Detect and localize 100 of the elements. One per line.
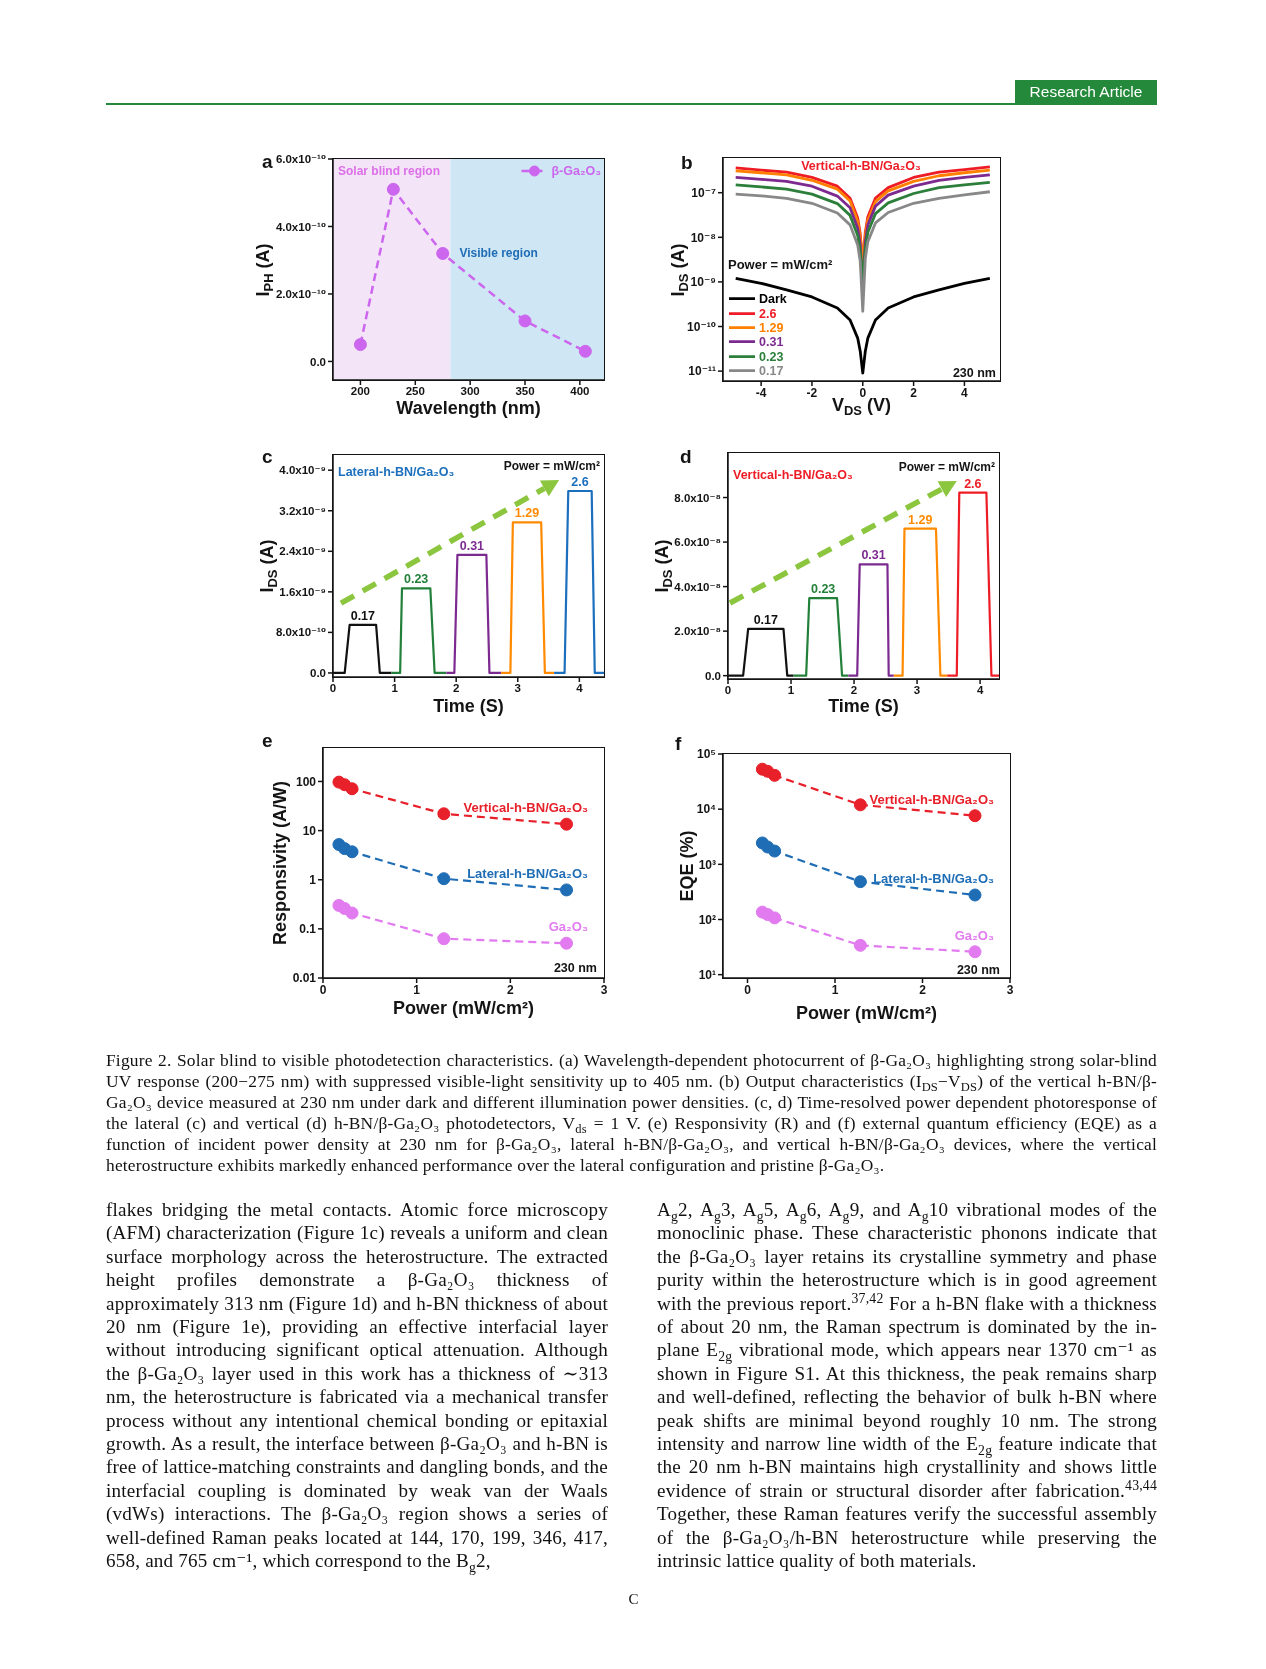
legend-label: β-Ga₂O₃ (551, 164, 601, 178)
y-tick-label: 10⁻⁹ (690, 275, 716, 290)
point (853, 875, 867, 889)
chart-subtitle: Vertical-h-BN/Ga₂O₃ (801, 158, 921, 174)
x-tick-label: -2 (806, 385, 818, 400)
point (437, 932, 451, 946)
point (345, 782, 359, 796)
point (853, 938, 867, 952)
band-label: Solar blind region (338, 164, 441, 180)
legend-title: Power = mW/cm² (728, 256, 833, 272)
series-label: 0.17 (350, 608, 376, 623)
series-label: 2.6 (571, 474, 589, 490)
point (968, 945, 982, 959)
y-tick-label: 2.0x10⁻¹⁰ (275, 288, 326, 301)
y-tick-label: 10⁻⁷ (691, 185, 717, 200)
y-tick-label: 10⁵ (697, 747, 716, 762)
x-tick-label: 0 (319, 982, 327, 997)
x-tick-label: 0 (744, 982, 752, 997)
point (560, 883, 574, 897)
series-label: 0.23 (810, 581, 836, 597)
x-tick-label: 0 (724, 684, 732, 697)
annotation: 230 nm (956, 962, 1000, 978)
y-tick-label: 0.1 (299, 922, 317, 937)
y-tick-label: 1 (309, 873, 317, 887)
text: Figure 2. Solar blind to visible photodetection characteristics. (a) Wavelength-dependent photocurrent of β-Ga₂O₃ highlighting strong solar-blind UV response (200−275 nm) with suppressed visible-light sensitivity up to 405 nm. (b) Output characteristics (I$_{DS}$−V$_{DS}$) of the vertical h-BN/β-Ga₂O₃ device measured at 230 nm under dark and different illumination power densities. (c, d) Time-resolved power dependent photoresponse of the lateral (c) and vertical (d) h-BN/β-Ga₂O₃ photodetectors, V$_{ds}$ = 1 V. (e) Responsivity (R) and (f) external quantum efficiency (EQE) as a function of incident power density at 230 nm for β-Ga₂O₃, lateral h-BN/β-Ga₂O₃, and vertical h-BN/β-Ga₂O₃ devices, where the vertical heterostructure exhibits markedly enhanced performance over the lateral configuration and pristine β-Ga₂O₃. (106, 1050, 1157, 1175)
point (968, 809, 982, 823)
series-label: Ga₂O₃ (954, 927, 994, 944)
y-tick-label: 10 (302, 823, 317, 838)
series-label: 2.6 (964, 476, 982, 491)
band-label: Visible region (459, 246, 538, 261)
y-tick-label: 10⁻⁸ (690, 230, 716, 245)
x-tick-label: 3 (514, 682, 521, 695)
x-tick-label: 2 (919, 982, 927, 997)
chart-title: a (262, 151, 273, 173)
series-label: Ga₂O₃ (548, 918, 588, 935)
x-tick-label: 2 (850, 684, 858, 697)
series-label: Lateral-h-BN/Ga₂O₃ (873, 870, 994, 887)
x-axis-title: Time (S) (828, 695, 899, 717)
chart-title: f (675, 733, 682, 755)
legend-label: Dark (759, 291, 787, 306)
annotation: 230 nm (553, 960, 597, 976)
x-tick-label: 3 (913, 684, 921, 697)
y-tick-label: 3.2x10⁻⁹ (279, 504, 326, 517)
legend-label: 0.23 (759, 349, 784, 364)
point (345, 845, 359, 859)
y-tick-label: 2.4x10⁻⁹ (279, 545, 326, 558)
y-tick-label: 0.0 (705, 669, 721, 682)
x-tick-label: 1 (391, 682, 399, 695)
legend-label: 2.6 (759, 306, 777, 321)
series-label: 0.17 (753, 612, 778, 628)
x-tick-label: 1 (831, 982, 839, 997)
chart-title: c (262, 446, 273, 468)
x-tick-label: 250 (405, 385, 425, 398)
point (560, 817, 574, 831)
series-label: Vertical-h-BN/Ga₂O₃ (463, 799, 588, 816)
point (853, 798, 867, 812)
x-tick-label: 1 (413, 982, 421, 997)
x-tick-label: 3 (600, 982, 608, 997)
series-label: 1.29 (514, 506, 540, 521)
annotation: 230 nm (952, 365, 996, 381)
text: C (628, 1591, 639, 1609)
y-tick-label: 10⁻¹⁰ (687, 319, 716, 334)
y-tick-label: 4.0x10⁻¹⁰ (275, 220, 326, 233)
x-tick-label: 350 (515, 385, 535, 398)
series-label: 1.29 (908, 512, 933, 527)
text: Lateral-h-BN/Ga₂O₃ (338, 464, 455, 480)
y-tick-label: 10¹ (698, 967, 716, 982)
series-label: 0.31 (459, 538, 485, 554)
y-tick-label: 0.01 (292, 971, 317, 986)
x-tick-label: 4 (976, 684, 984, 697)
series-label: Vertical-h-BN/Ga₂O₃ (869, 791, 994, 808)
point (768, 768, 782, 782)
x-tick-label: 300 (460, 385, 480, 398)
x-axis-title: Power (mW/cm²) (795, 1002, 938, 1024)
point (437, 872, 451, 886)
point (968, 888, 982, 902)
text: flakes bridging the metal contacts. Atomic force microscopy (AFM) characterization (Figure 1c) reveals a uniform and clean surface morphology across the heterostructure. The extracted height profiles demonstrate a β-Ga₂O₃ thickness of approximately 313 nm (Figure 1d) and h-BN thickness of about 20 nm (Figure 1e), providing an effective interfacial layer without introducing significant optical attenuation. Although the β-Ga₂O₃ layer used in this work has a thickness of ∼313 nm, the heterostructure is fabricated via a mechanical transfer process without any intentional chemical bonding or epitaxial growth. As a result, the interface between β-Ga₂O₃ and h-BN is free of lattice-matching constraints and dangling bonds, and the interfacial coupling is dominated by weak van der Waals (vdWs) interactions. The β-Ga₂O₃ region shows a series of well-defined Raman peaks located at 144, 170, 199, 346, 417, 658, and 765 cm⁻¹, which correspond to the B$_{g}$2, (106, 1199, 608, 1575)
x-tick-label: 2 (506, 982, 514, 997)
y-tick-label: 0.0 (310, 667, 326, 680)
y-tick-label: 1.6x10⁻⁹ (279, 585, 326, 598)
y-axis-title: Responsivity (A/W) (269, 780, 291, 946)
chart-title: d (680, 446, 692, 468)
chart-title: b (681, 152, 693, 174)
text: Vertical-h-BN/Ga₂O₃ (733, 467, 853, 483)
legend-label: 1.29 (759, 320, 784, 335)
y-tick-label: 10³ (698, 857, 716, 872)
header-tab: Research Article (1015, 80, 1157, 104)
text: A$_{g}$2, A$_{g}$3, A$_{g}$5, A$_{g}$6, A$_{g}$9, and A$_{g}$10 vibrational modes of the monoclinic phase. These characteristic phonons indicate that the β-Ga₂O₃ layer retains its crystalline symmetry and phase purity within the heterostructure which is in good agreement with the previous report.$^{37,42}$ For a h-BN flake with a thickness of about 20 nm, the Raman spectrum is dominated by the in-plane E$_{2g}$ vibrational mode, which appears near 1370 cm⁻¹ as shown in Figure S1. At this thickness, the peak remains sharp and well-defined, reflecting the behavior of bulk h-BN where peak shifts are minimal beyond roughly 10 nm. The strong intensity and narrow line width of the E$_{2g}$ feature indicate that the 20 nm h-BN maintains high crystallinity and shows little evidence of strain or structural disorder after fabrication.$^{43,44}$ Together, these Raman features verify the successful assembly of the β-Ga₂O₃/h-BN heterostructure while preserving the intrinsic lattice quality of both materials. (657, 1199, 1157, 1572)
y-tick-label: 2.0x10⁻⁸ (674, 625, 721, 638)
point (345, 906, 359, 920)
x-tick-label: 2 (910, 385, 918, 400)
y-tick-label: 10⁻¹¹ (688, 364, 716, 379)
y-axis-title: EQE (%) (676, 830, 698, 902)
y-tick-label: 10² (698, 912, 716, 927)
x-axis-title: Time (S) (433, 695, 504, 717)
annotation: Power = mW/cm² (503, 459, 600, 474)
legend-label: 0.31 (759, 335, 784, 350)
y-tick-label: 4.0x10⁻⁹ (279, 464, 326, 477)
x-tick-label: 2 (452, 682, 460, 695)
series-label: Lateral-h-BN/Ga₂O₃ (467, 865, 588, 882)
